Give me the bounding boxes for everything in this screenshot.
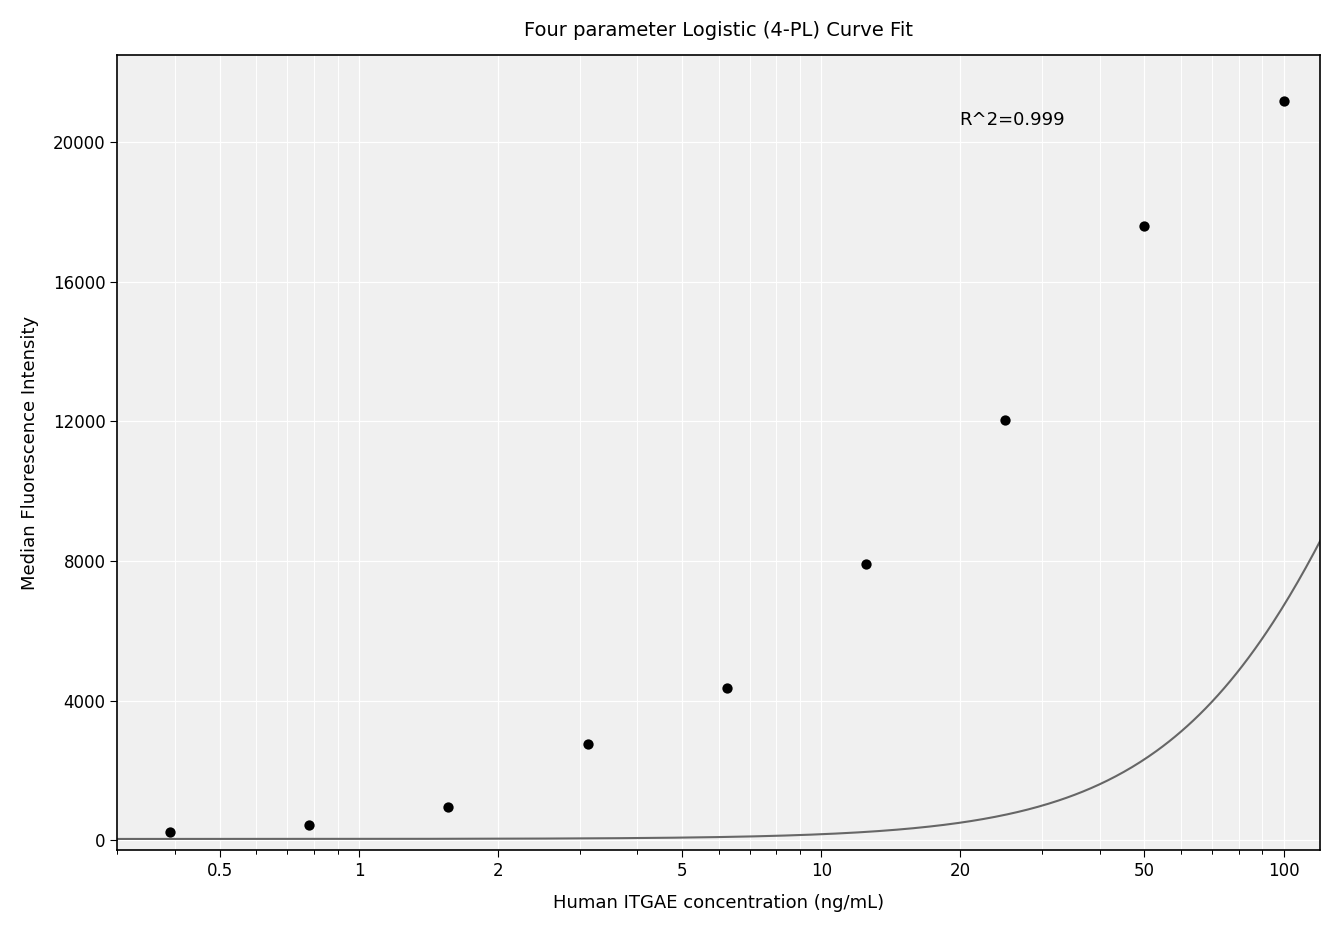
- Point: [299, 818, 320, 833]
- Point: [995, 412, 1016, 427]
- Point: [716, 681, 738, 696]
- Point: [856, 557, 877, 572]
- Point: [1273, 93, 1294, 108]
- Point: [160, 825, 181, 840]
- Point: [578, 737, 599, 752]
- Text: R^2=0.999: R^2=0.999: [959, 111, 1065, 129]
- Title: Four parameter Logistic (4-PL) Curve Fit: Four parameter Logistic (4-PL) Curve Fit: [524, 21, 913, 40]
- Point: [1133, 218, 1155, 233]
- X-axis label: Human ITGAE concentration (ng/mL): Human ITGAE concentration (ng/mL): [552, 894, 884, 912]
- Y-axis label: Median Fluorescence Intensity: Median Fluorescence Intensity: [21, 315, 39, 590]
- Point: [437, 800, 459, 815]
